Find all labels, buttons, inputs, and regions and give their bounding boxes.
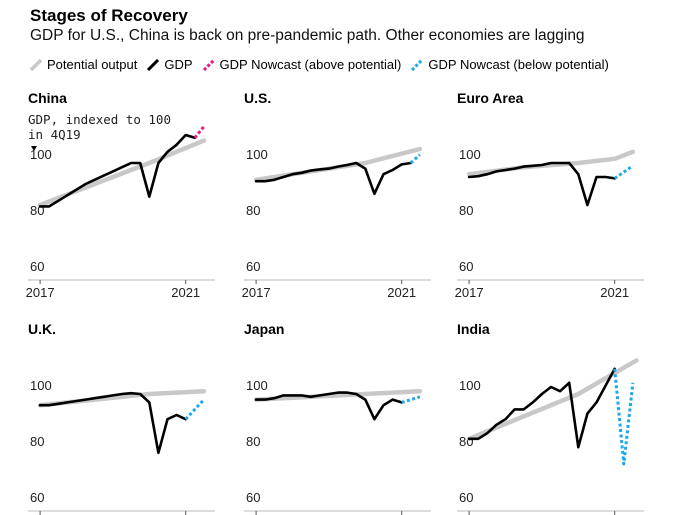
panel-title-india: India	[457, 321, 490, 337]
potential-output-line	[466, 358, 639, 442]
gdp-nowcast-below-line	[613, 368, 635, 466]
legend-label-above: GDP Nowcast (above potential)	[219, 57, 402, 72]
gdp-line	[467, 161, 617, 207]
chart-subtitle: GDP for U.S., China is back on pre-pande…	[30, 27, 585, 44]
gdp-nowcast-below-line	[401, 395, 421, 404]
legend-item-potential: Potential output	[30, 57, 137, 72]
y-tick-label: 100	[30, 378, 52, 393]
y-tick-label: 100	[30, 147, 52, 162]
panel-india: India608010020172021	[457, 321, 644, 515]
x-tick-label: 2021	[387, 285, 416, 300]
gdp-line	[38, 133, 197, 208]
legend-item-gdp: GDP	[147, 57, 193, 72]
y-tick-label: 100	[246, 147, 268, 162]
y-tick-label: 100	[246, 378, 268, 393]
annotation-line: GDP, indexed to 100	[28, 112, 171, 127]
chart-title: Stages of Recovery	[30, 6, 188, 25]
panel-japan: Japan608010020172021	[244, 321, 431, 515]
legend-label-potential: Potential output	[47, 57, 138, 72]
x-tick-label: 2021	[171, 285, 200, 300]
panel-title-japan: Japan	[244, 321, 284, 337]
potential-output-line	[253, 388, 423, 402]
legend-swatch-potential	[30, 58, 42, 71]
panel-title-u-s: U.S.	[244, 90, 271, 106]
y-tick-label: 60	[459, 259, 473, 274]
x-tick-label: 2017	[242, 285, 271, 300]
y-tick-label: 80	[246, 203, 260, 218]
gdp-nowcast-below-line	[184, 398, 205, 421]
y-tick-label: 100	[459, 378, 481, 393]
potential-output-line	[253, 146, 423, 183]
legend-label-below: GDP Nowcast (below potential)	[428, 57, 609, 72]
legend-item-below: GDP Nowcast (below potential)	[411, 57, 609, 72]
panel-u-s: U.S. 60 80 100 2017 2021	[242, 90, 431, 300]
gdp-line	[254, 391, 404, 421]
panel-title-u-k: U.K.	[28, 321, 56, 337]
y-tick-label: 60	[30, 490, 44, 505]
y-tick-label: 80	[459, 203, 473, 218]
panel-euro-area: Euro Area 60 80 100 2017 2021	[455, 90, 644, 300]
legend-swatch-above	[202, 58, 215, 71]
gdp-line	[467, 367, 617, 449]
gdp-line	[38, 391, 187, 455]
x-tick-label: 2017	[26, 285, 55, 300]
gdp-line	[254, 161, 413, 196]
gdp-nowcast-below-line	[409, 153, 421, 165]
panel-title-china: China	[28, 90, 67, 106]
x-tick-label: 2017	[455, 285, 484, 300]
y-tick-label: 80	[246, 434, 260, 449]
legend-item-above: GDP Nowcast (above potential)	[202, 57, 402, 72]
y-tick-label: 60	[459, 490, 473, 505]
y-tick-label: 100	[459, 147, 481, 162]
legend-swatch-gdp	[147, 58, 160, 71]
x-tick-label: 2021	[600, 285, 629, 300]
legend: Potential output GDP GDP Nowcast (above …	[30, 57, 619, 72]
y-tick-label: 80	[30, 434, 44, 449]
legend-label-gdp: GDP	[164, 57, 193, 72]
gdp-nowcast-below-line	[613, 164, 634, 180]
panel-title-euro-area: Euro Area	[457, 90, 524, 106]
annotation-line: in 4Q19	[28, 127, 81, 142]
annotation-marker-icon	[31, 146, 37, 151]
y-tick-label: 60	[30, 259, 44, 274]
legend-swatch-below	[411, 58, 424, 71]
y-tick-label: 60	[246, 490, 260, 505]
gdp-nowcast-above-line	[193, 125, 206, 139]
y-tick-label: 60	[246, 259, 260, 274]
potential-output-line	[37, 138, 207, 208]
